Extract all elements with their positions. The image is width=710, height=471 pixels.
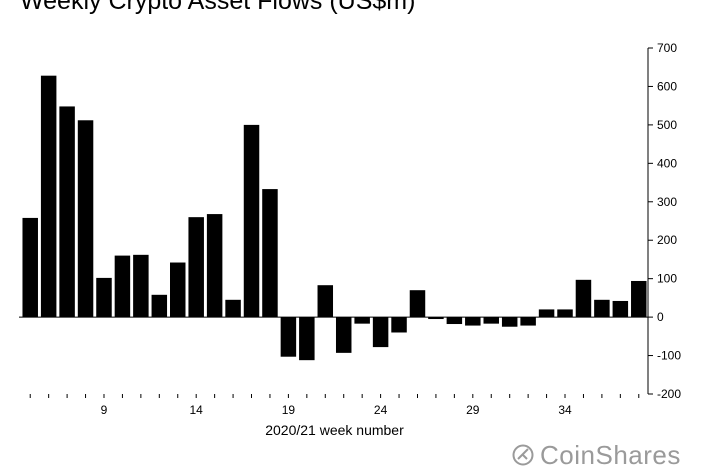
bars-group [22,75,647,361]
bar-week-27 [428,317,444,320]
bar-chart: 700 600 500 400 300 200 100 0 -100 -200 9 14 19 24 29… [19,41,681,438]
x-tick-label: 19 [282,403,296,417]
x-tick-label: 14 [190,403,204,417]
x-tick-label: 24 [374,403,388,417]
bar-week-11 [133,254,149,318]
x-tick-label: 29 [466,403,480,417]
bar-week-25 [391,317,407,333]
bar-week-37 [612,300,629,318]
x-axis-ticks: 9 14 19 24 29 34 [29,394,640,417]
y-tick-label: 600 [657,79,677,93]
x-axis-title: 2020/21 week number [265,422,404,438]
bar-week-22 [335,317,352,353]
bar-week-12 [151,294,168,318]
bar-week-16 [225,299,241,318]
bar-week-23 [354,317,370,324]
y-axis-ticks: 700 600 500 400 300 200 100 0 -100 -200 [648,41,681,401]
coinshares-watermark: CoinShares [512,440,681,470]
bar-week-18 [262,189,278,318]
bar-week-5 [22,217,38,318]
y-tick-label: 100 [657,272,677,286]
bar-week-20 [299,317,315,361]
bar-week-6 [40,75,57,318]
y-tick-label: 500 [657,118,677,132]
y-tick-label: 300 [657,195,677,209]
y-tick-label: -200 [657,387,681,401]
x-tick-label: 34 [558,403,572,417]
y-tick-label: 200 [657,233,677,247]
bar-week-31 [501,317,518,327]
x-tick-label: 9 [101,403,108,417]
y-tick-label: 700 [657,41,677,55]
bar-week-34 [557,309,573,318]
bar-week-13 [170,262,186,318]
bar-week-26 [409,290,426,318]
coinshares-logo-icon [512,444,534,466]
bar-week-7 [59,106,75,318]
bar-week-14 [188,217,204,318]
bar-week-19 [280,317,297,357]
bar-week-35 [575,279,592,318]
bar-week-10 [114,255,131,318]
chart-title: Weekly Crypto Asset Flows (US$m) [20,0,416,15]
y-tick-label: -100 [657,349,681,363]
bar-week-15 [206,214,223,318]
bar-week-17 [243,124,260,318]
bar-week-30 [483,317,499,324]
bar-week-21 [317,285,334,318]
y-tick-label: 400 [657,156,677,170]
bar-week-38 [631,280,647,318]
y-tick-label: 0 [657,310,664,324]
bar-week-29 [465,317,481,326]
bar-week-32 [520,317,536,326]
bar-week-8 [77,120,94,318]
bar-week-24 [372,317,389,348]
bar-week-28 [446,317,463,325]
bar-week-9 [96,277,112,318]
bar-week-36 [594,299,610,318]
bar-week-33 [538,309,555,318]
brand-name: CoinShares [540,439,681,470]
